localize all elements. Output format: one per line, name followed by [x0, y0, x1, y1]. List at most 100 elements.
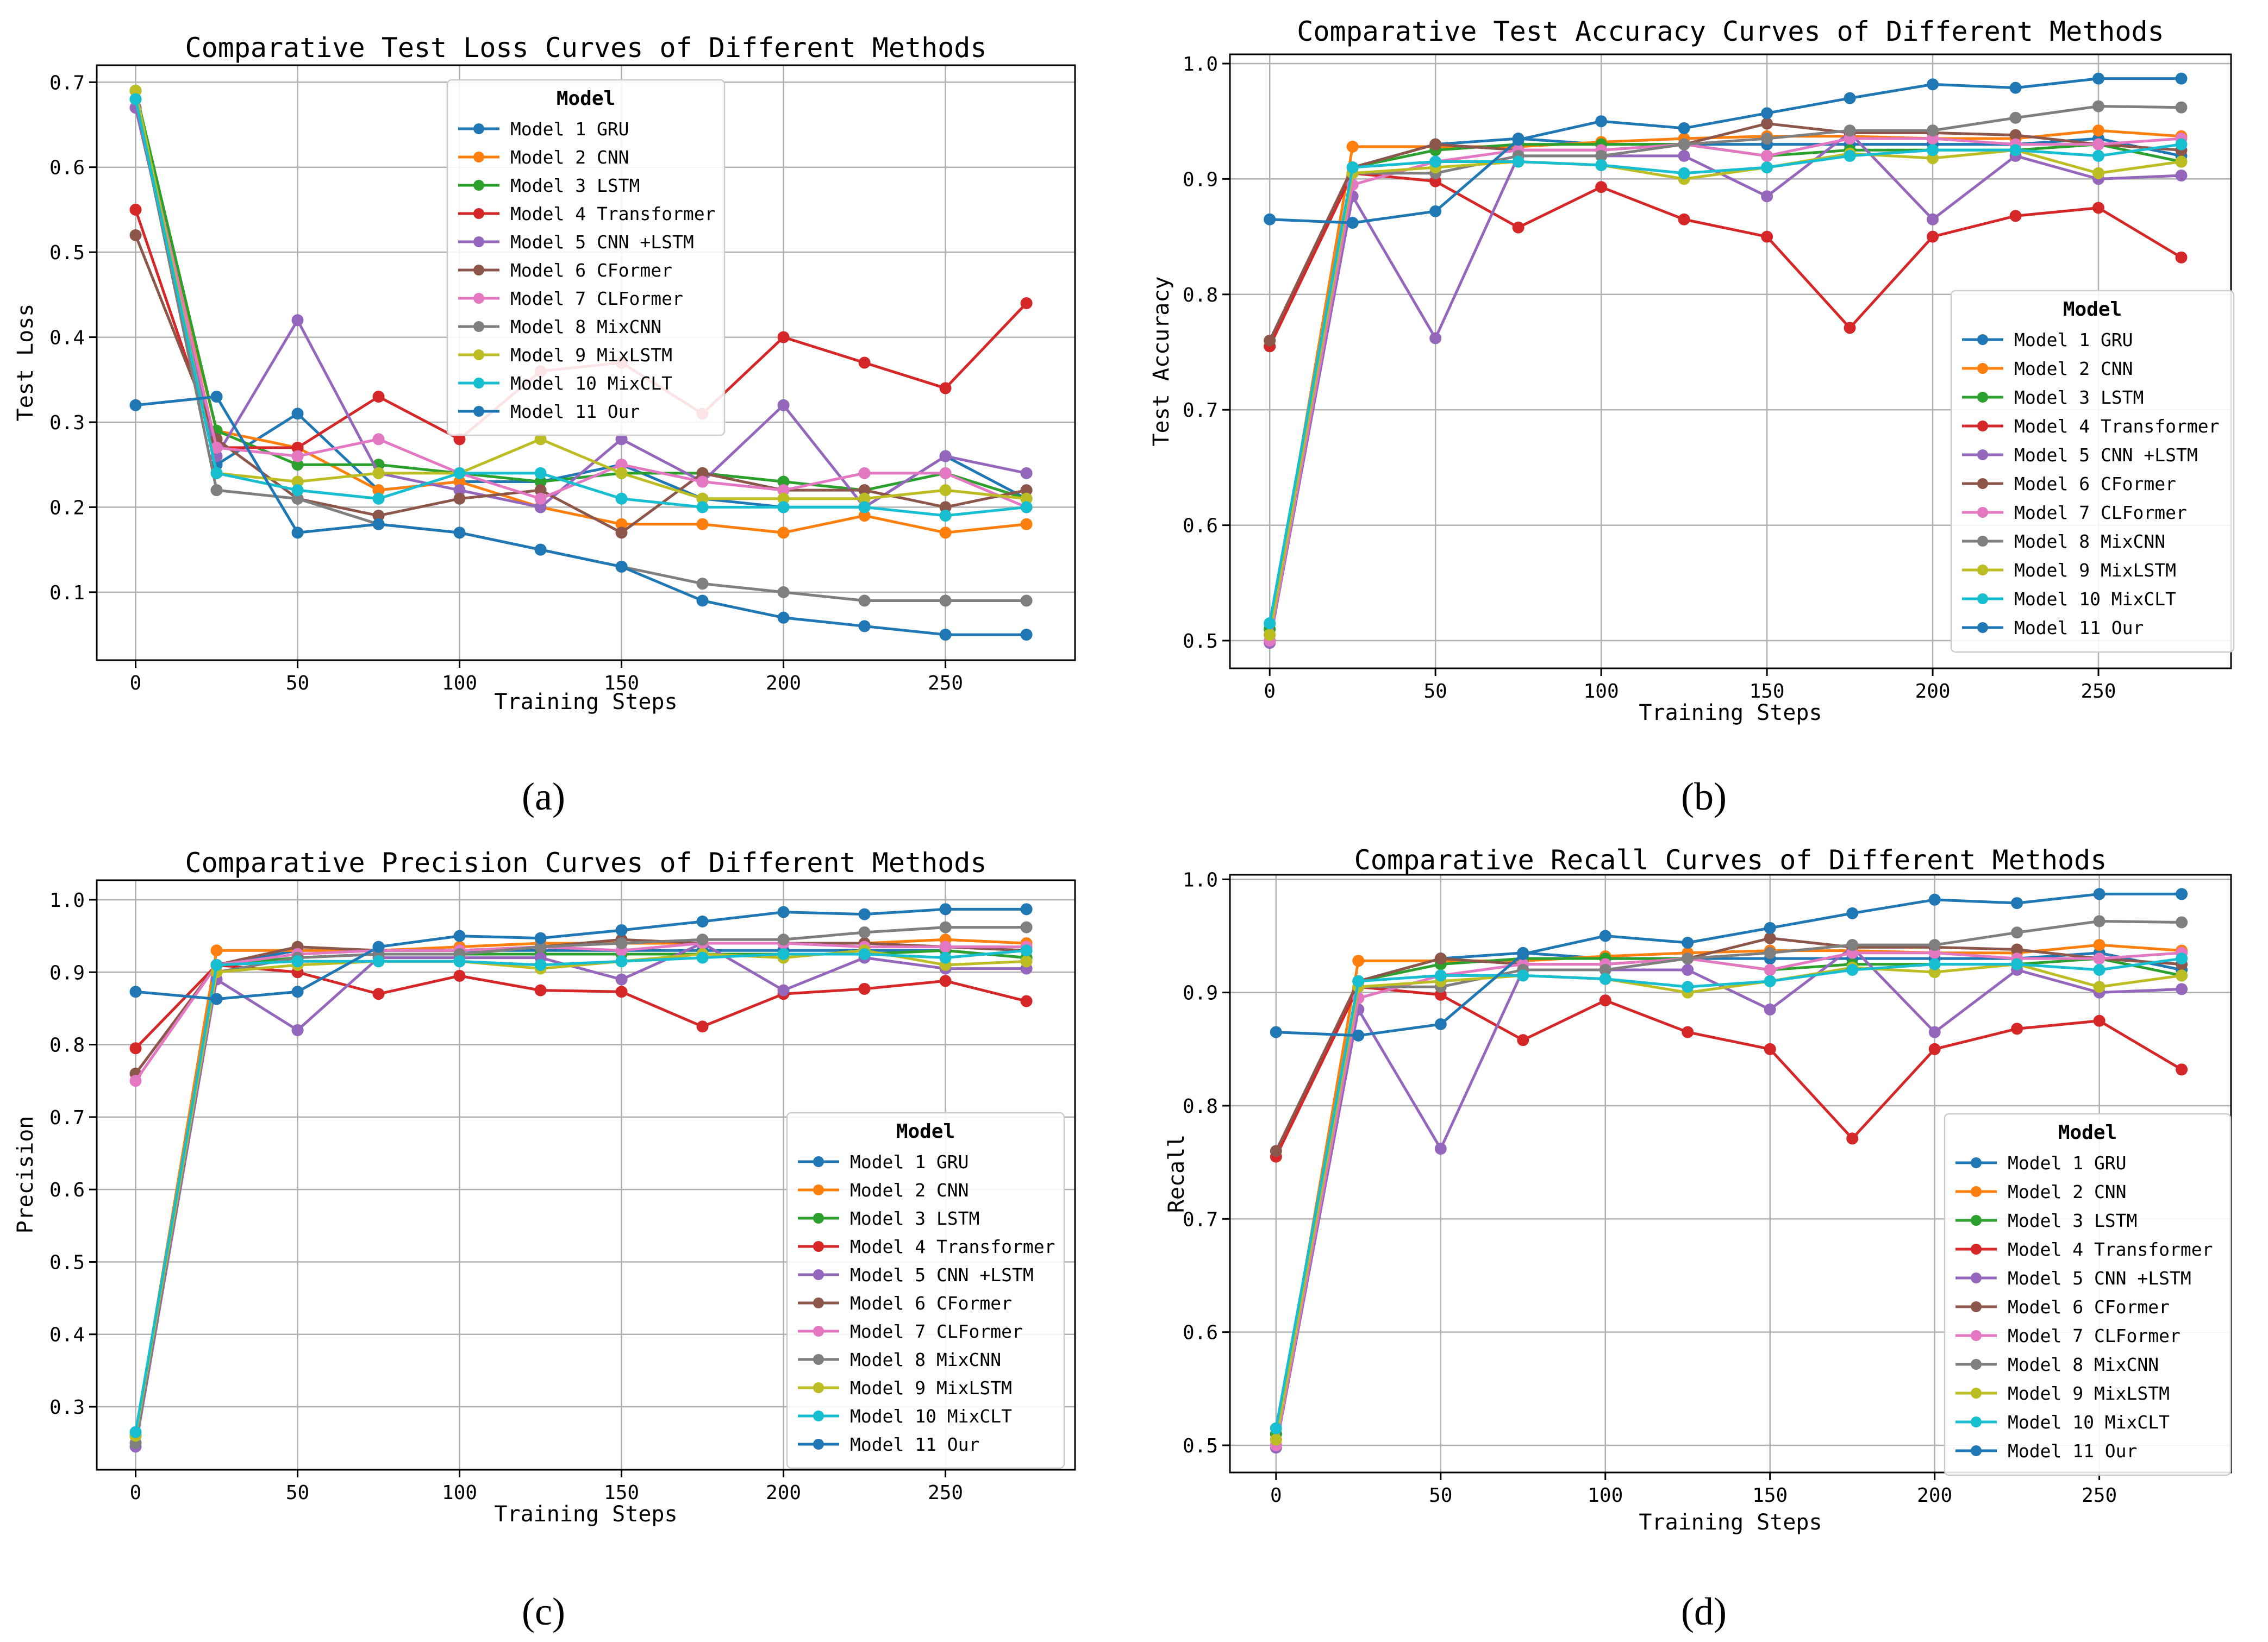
- legend: Model Model 1 GRU Model 2 CNN Model 3 LSTM M…: [446, 79, 726, 436]
- x-tick-label: 100: [442, 1482, 477, 1504]
- data-point: [291, 450, 304, 462]
- data-point: [1264, 617, 1276, 630]
- series-9: [129, 84, 1033, 505]
- chart-panel-1: 0 50 100 150 200 250 0.1 0.2 0.3 0.4 0.5 0.6 0.7 Comp…: [13, 32, 1076, 818]
- data-point: [2175, 170, 2188, 182]
- x-tick-label: 200: [766, 1482, 801, 1504]
- data-point: [534, 501, 547, 513]
- data-point: [615, 973, 628, 986]
- data-point: [2092, 124, 2105, 137]
- data-point: [210, 944, 223, 957]
- series-line: [1268, 122, 2182, 341]
- data-point: [2009, 129, 2022, 141]
- data-point: [1927, 230, 1939, 243]
- series-line: [1274, 945, 2182, 1448]
- legend-swatch-marker: [813, 1411, 824, 1421]
- series-line: [134, 949, 1027, 1436]
- x-axis-label: Training Steps: [494, 690, 677, 715]
- x-tick-label: 0: [130, 1482, 142, 1504]
- legend-entry: Model 7 CLFormer: [850, 1321, 1023, 1342]
- legend-entry: Model 2 CNN: [850, 1180, 969, 1201]
- data-point: [1761, 190, 1773, 203]
- legend: Model Model 1 GRU Model 2 CNN Model 3 LSTM M…: [786, 1112, 1065, 1469]
- legend-swatch-marker: [1977, 392, 1988, 403]
- data-point: [1678, 213, 1690, 225]
- data-point: [1927, 78, 1939, 91]
- x-tick-label: 150: [604, 1482, 639, 1504]
- y-tick-label: 0.5: [1183, 1435, 1218, 1457]
- data-point: [129, 986, 142, 998]
- data-point: [372, 492, 385, 505]
- y-axis-label: Test Accuracy: [1149, 276, 1174, 446]
- y-axis-label: Test Loss: [13, 304, 38, 422]
- data-point: [1599, 994, 1611, 1007]
- legend-swatch-marker: [1971, 1388, 1982, 1399]
- series-line: [1268, 172, 2182, 347]
- data-point: [939, 450, 952, 462]
- data-point: [2092, 149, 2105, 162]
- legend-swatch-marker: [1971, 1186, 1982, 1197]
- y-tick-label: 0.3: [49, 1396, 85, 1419]
- data-point: [129, 203, 142, 216]
- legend-entry: Model 5 CNN +LSTM: [850, 1264, 1034, 1286]
- data-point: [615, 492, 628, 505]
- data-point: [696, 492, 709, 505]
- data-point: [1264, 213, 1276, 225]
- legend-entry: Model 7 CLFormer: [2014, 502, 2187, 523]
- data-point: [696, 467, 709, 479]
- series-line: [1268, 105, 2182, 635]
- data-point: [291, 314, 304, 327]
- chart-panel-3: 0 50 100 150 200 250 0.3 0.4 0.5 0.6 0.7 0.8 0.9 1.0 C…: [13, 847, 1076, 1633]
- x-tick-label: 150: [604, 672, 639, 694]
- legend-swatch-marker: [1977, 334, 1988, 345]
- data-point: [858, 467, 871, 479]
- data-point: [777, 331, 790, 343]
- data-point: [129, 1426, 142, 1438]
- legend-entry: Model 2 CNN: [2014, 358, 2133, 379]
- data-point: [777, 984, 790, 997]
- data-point: [858, 948, 871, 960]
- data-point: [372, 510, 385, 522]
- data-point: [1927, 144, 1939, 156]
- data-point: [858, 982, 871, 995]
- data-point: [1599, 930, 1611, 942]
- data-point: [777, 611, 790, 624]
- data-point: [210, 467, 223, 479]
- data-point: [453, 955, 466, 968]
- y-tick-label: 0.5: [49, 1251, 85, 1274]
- data-point: [1764, 1003, 1776, 1016]
- data-point: [1844, 124, 1856, 137]
- legend-swatch-marker: [473, 123, 484, 134]
- data-point: [2009, 111, 2022, 124]
- legend-entry: Model 8 MixCNN: [2008, 1354, 2159, 1375]
- series-line: [134, 938, 1027, 1075]
- legend-title: Model: [2063, 298, 2122, 321]
- data-point: [534, 492, 547, 505]
- series-line: [135, 395, 1027, 636]
- data-point: [1020, 955, 1033, 968]
- data-point: [777, 492, 790, 505]
- y-tick-label: 0.1: [49, 582, 85, 604]
- series-line: [1268, 143, 2182, 624]
- data-point: [615, 924, 628, 936]
- data-point: [210, 958, 223, 971]
- data-point: [291, 484, 304, 497]
- data-point: [615, 937, 628, 949]
- data-point: [534, 467, 547, 479]
- legend-swatch-marker: [813, 1354, 824, 1365]
- data-point: [1928, 893, 1941, 906]
- data-point: [939, 382, 952, 394]
- data-point: [534, 543, 547, 556]
- series-10: [1270, 952, 2188, 1434]
- x-tick-label: 100: [442, 672, 477, 694]
- data-point: [1346, 140, 1359, 153]
- data-point: [939, 467, 952, 479]
- legend-entry: Model 1 GRU: [510, 118, 629, 140]
- legend-swatch-marker: [473, 236, 484, 247]
- series-line: [135, 907, 1027, 1001]
- data-point: [291, 492, 304, 505]
- y-tick-label: 0.9: [49, 962, 85, 984]
- legend-swatch-marker: [813, 1156, 824, 1167]
- legend-entry: Model 6 CFormer: [2008, 1296, 2170, 1318]
- legend-entry: Model 11 Our: [850, 1434, 979, 1455]
